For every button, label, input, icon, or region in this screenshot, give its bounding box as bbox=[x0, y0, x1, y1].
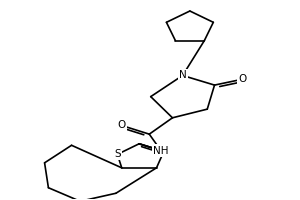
Text: N: N bbox=[179, 70, 187, 80]
Text: S: S bbox=[114, 149, 121, 159]
Text: O: O bbox=[238, 74, 246, 84]
Text: NH: NH bbox=[153, 146, 169, 156]
Text: O: O bbox=[118, 120, 126, 130]
